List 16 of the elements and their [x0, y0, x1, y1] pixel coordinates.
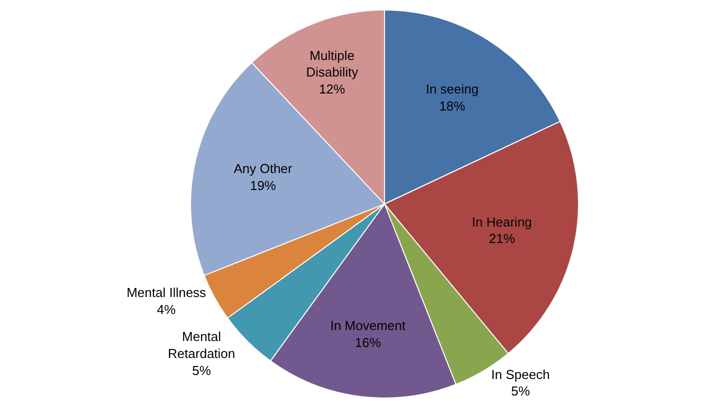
data-label: 21%	[488, 231, 516, 246]
data-label: 4%	[156, 302, 176, 318]
slice-label: Mental Illness	[126, 285, 207, 300]
slice-label: In Hearing	[472, 214, 532, 230]
data-label: 5%	[192, 362, 212, 378]
data-label: 5%	[511, 384, 530, 399]
slice-label: Mental Retardation	[168, 328, 236, 361]
data-label: 18%	[439, 98, 466, 114]
slice-label: In Movement	[330, 318, 406, 333]
slice-label: In Speech	[491, 366, 550, 382]
slice-label: Any Other	[234, 160, 293, 176]
data-label: 12%	[319, 82, 346, 97]
data-label: 16%	[354, 334, 382, 350]
slice-label: Multiple Disability	[306, 48, 359, 80]
data-label: 19%	[250, 178, 276, 193]
slice-label: In seeing	[426, 81, 479, 96]
